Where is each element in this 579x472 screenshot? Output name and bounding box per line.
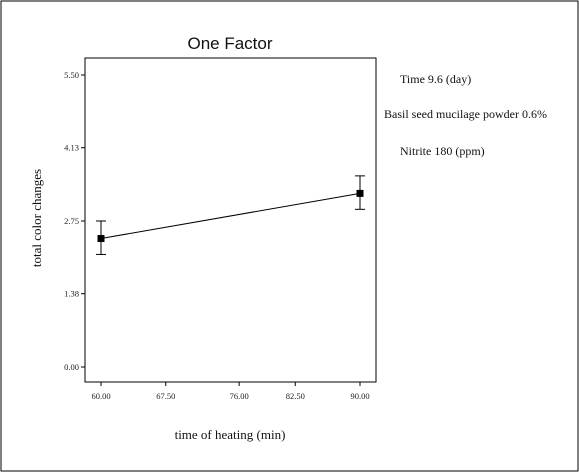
series-marks [96,175,365,255]
chart-title: One Factor [187,34,272,53]
y-tick-label: 5.50 [64,70,79,80]
annotation-basil: Basil seed mucilage powder 0.6% [384,107,547,121]
x-axis-label: time of heating (min) [175,427,286,442]
axis-ticks: 0.00 1.38 2.75 4.13 5.50 60.00 67.50 76.00 82.50… [64,70,369,401]
x-tick-label: 60.00 [91,391,110,401]
annotation-time: Time 9.6 (day) [400,72,471,86]
data-point [97,235,105,243]
data-point [356,189,364,197]
y-tick-label: 1.38 [64,289,79,299]
x-tick-label: 67.50 [156,391,175,401]
y-tick-label: 2.75 [64,216,79,226]
y-tick-label: 0.00 [64,362,79,372]
annotation-nitrite: Nitrite 180 (ppm) [400,144,485,158]
x-tick-label: 76.00 [230,391,249,401]
y-axis-label: total color changes [29,169,44,267]
plot-area [84,57,377,383]
y-tick-label: 4.13 [64,143,79,153]
series-line [100,192,361,240]
x-tick-label: 82.50 [286,391,305,401]
x-tick-label: 90.00 [350,391,369,401]
